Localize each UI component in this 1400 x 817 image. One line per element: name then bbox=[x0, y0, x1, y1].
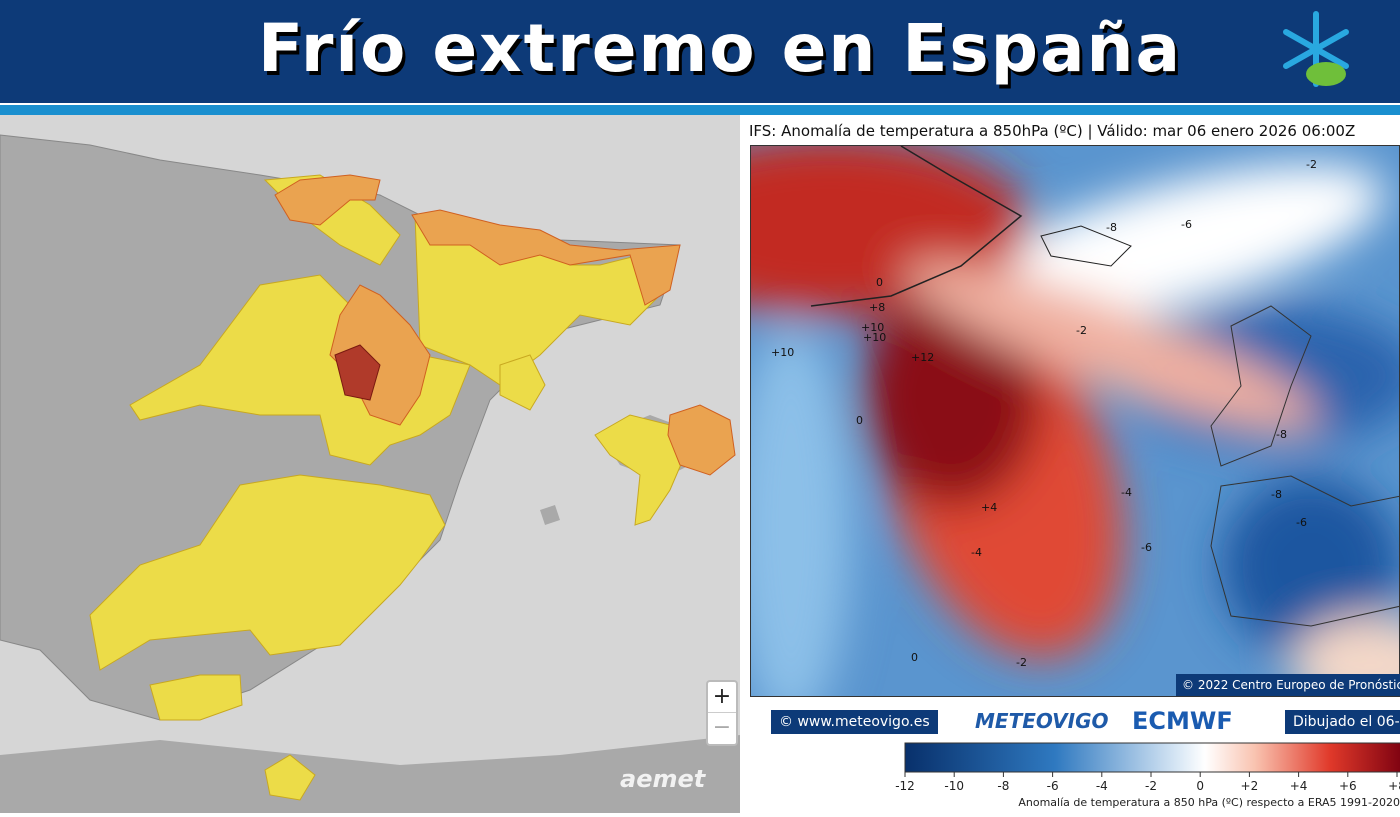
colorbar-tick-label: +6 bbox=[1339, 779, 1357, 793]
contour-label: +12 bbox=[911, 351, 934, 364]
header-stripe bbox=[0, 103, 1400, 115]
warning-map bbox=[0, 115, 740, 813]
contour-label: +4 bbox=[981, 501, 997, 514]
colorbar-caption: Anomalía de temperatura a 850 hPa (ºC) r… bbox=[1018, 796, 1400, 809]
colorbar-tick-label: -2 bbox=[1145, 779, 1157, 793]
colorbar-tick-label: -4 bbox=[1096, 779, 1108, 793]
colorbar-tick-label: -8 bbox=[997, 779, 1009, 793]
warning-map-svg bbox=[0, 134, 740, 813]
anomaly-map: -2 0 +8 +10 +10 -8 -6 -2 +10 +12 0 -4 -4 -8 -6 -8 -6 0 -2 +… bbox=[750, 145, 1400, 697]
colorbar: Anomalía de temperatura a 850 hPa (ºC) r… bbox=[895, 742, 1400, 809]
contour-label: -4 bbox=[1121, 486, 1132, 499]
zoom-control: + − bbox=[706, 680, 738, 746]
colorbar-tick-label: -6 bbox=[1047, 779, 1059, 793]
colorbar-tick-label: +4 bbox=[1290, 779, 1308, 793]
contour-label: -6 bbox=[1181, 218, 1192, 231]
contour-label: -8 bbox=[1106, 221, 1117, 234]
zoom-in-button[interactable]: + bbox=[712, 684, 732, 709]
contour-label: +10 bbox=[863, 331, 886, 344]
copyright: © 2022 Centro Europeo de Pronóstico bbox=[1176, 674, 1400, 696]
island bbox=[540, 505, 560, 525]
contour-label: -2 bbox=[1306, 158, 1317, 171]
contour-label: -4 bbox=[971, 546, 982, 559]
land-south bbox=[0, 735, 740, 813]
anomaly-map-svg: -20+8+10+10-8 -6-2+10+120-4-4-8-6-8-60 -2+… bbox=[751, 146, 1399, 696]
colorbar-tick-label: +2 bbox=[1241, 779, 1259, 793]
contour-label: +10 bbox=[771, 346, 794, 359]
contour-label: 0 bbox=[911, 651, 918, 664]
contour-label: -8 bbox=[1271, 488, 1282, 501]
contour-label: -8 bbox=[1276, 428, 1287, 441]
contour-label: -2 bbox=[1016, 656, 1027, 669]
colorbar-tick-label: -10 bbox=[944, 779, 964, 793]
colorbar-tick-label: 0 bbox=[1196, 779, 1204, 793]
colorbar-tick-label: -12 bbox=[895, 779, 915, 793]
snowflake-logo bbox=[1283, 11, 1349, 87]
map-title: IFS: Anomalía de temperatura a 850hPa (º… bbox=[749, 122, 1356, 140]
red-warning bbox=[334, 344, 381, 401]
contour-label: +8 bbox=[869, 301, 885, 314]
contour-label: -6 bbox=[1296, 516, 1307, 529]
colorbar-gradient bbox=[904, 742, 1400, 773]
logo-ecmwf: ECMWF bbox=[1132, 707, 1233, 735]
contour-label: -6 bbox=[1141, 541, 1152, 554]
contour-label: +10 bbox=[861, 321, 884, 334]
contour-label: -2 bbox=[1076, 324, 1087, 337]
header bbox=[0, 0, 1400, 103]
contour-label: 0 bbox=[856, 414, 863, 427]
zoom-out-button[interactable]: − bbox=[708, 712, 736, 743]
drawn-date: Dibujado el 06- bbox=[1285, 710, 1400, 734]
colorbar-tick-label: +8 bbox=[1388, 779, 1400, 793]
contour-label: 0 bbox=[876, 276, 883, 289]
site-link[interactable]: © www.meteovigo.es bbox=[771, 710, 938, 734]
logo-meteovigo: METEOVIGO bbox=[975, 709, 1109, 733]
attribution: aemet bbox=[620, 765, 706, 793]
page-title: Frío extremo en España bbox=[257, 10, 1183, 87]
